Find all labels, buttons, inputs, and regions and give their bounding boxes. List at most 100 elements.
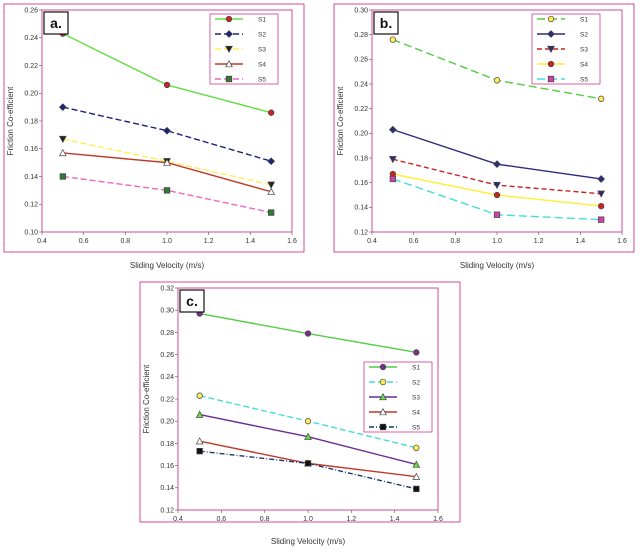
- legend-box: [531, 13, 601, 85]
- legend-label: S3: [258, 46, 266, 53]
- data-point: [547, 45, 555, 54]
- x-tick-label: 0.6: [409, 238, 419, 245]
- data-point: [267, 187, 276, 195]
- legend-item: S1: [537, 15, 588, 23]
- data-point: [195, 410, 204, 418]
- x-tick-label: 1.2: [204, 238, 214, 245]
- series-s5: [196, 448, 420, 493]
- data-point: [304, 460, 312, 467]
- x-tick-label: 0.8: [120, 238, 130, 245]
- data-point: [389, 36, 396, 43]
- legend-item: S2: [369, 378, 420, 386]
- data-point: [195, 437, 204, 445]
- legend-label: S2: [412, 379, 420, 386]
- y-tick-label: 0.22: [160, 396, 174, 403]
- x-tick-label: 1.4: [245, 238, 255, 245]
- panel-label: a.: [50, 15, 62, 31]
- data-point: [598, 202, 605, 210]
- y-tick-label: 0.14: [160, 485, 174, 492]
- series-line: [199, 450, 417, 490]
- x-tick-label: 0.4: [367, 238, 377, 245]
- y-axis-title: Friction Co-efficient: [142, 364, 151, 434]
- legend-item: S3: [537, 45, 588, 54]
- data-point: [547, 15, 555, 23]
- legend-item: S4: [215, 59, 266, 68]
- y-tick-label: 0.18: [354, 155, 368, 162]
- data-point: [58, 148, 67, 157]
- data-point: [267, 157, 276, 166]
- legend-item: S4: [537, 60, 588, 68]
- data-point: [163, 158, 171, 166]
- data-point: [196, 392, 203, 399]
- legend-box: [209, 13, 279, 85]
- legend-label: S4: [258, 61, 266, 68]
- data-point: [412, 472, 421, 480]
- data-point: [163, 187, 171, 194]
- chart-panel-a: 0.10 0.12 0.14 0.16 0.18 0.20 0.22 0.24 0.26 0.4 0…: [3, 3, 305, 270]
- legend-label: S2: [580, 31, 588, 38]
- data-point: [379, 407, 387, 416]
- x-tick-label: 1.4: [575, 238, 585, 245]
- y-tick-label: 0.30: [354, 7, 368, 14]
- y-tick-label: 0.16: [24, 146, 38, 153]
- legend-label: S1: [580, 16, 588, 23]
- y-tick-label: 0.14: [24, 174, 38, 181]
- legend-label: S5: [580, 76, 588, 83]
- panel-label-box: [179, 289, 205, 313]
- y-axis-title: Friction Co-efficient: [336, 86, 345, 156]
- legend-label: S2: [258, 31, 266, 38]
- data-point: [268, 109, 275, 116]
- data-point: [493, 77, 501, 84]
- data-point: [493, 181, 501, 190]
- y-tick-label: 0.18: [24, 118, 38, 125]
- legend-label: S3: [412, 394, 420, 401]
- data-point: [267, 181, 276, 189]
- panel-label: b.: [380, 15, 392, 31]
- data-point: [225, 15, 233, 23]
- data-point: [379, 423, 387, 431]
- data-point: [598, 95, 605, 102]
- y-tick-label: 0.24: [354, 81, 368, 88]
- legend-item: S3: [215, 45, 266, 54]
- data-point: [225, 45, 233, 54]
- data-point: [413, 349, 420, 356]
- data-point: [225, 59, 233, 68]
- data-point: [389, 175, 396, 183]
- y-tick-label: 0.22: [354, 106, 368, 113]
- x-tick-label: 0.8: [260, 516, 270, 523]
- x-tick-label: 0.6: [216, 516, 226, 523]
- data-point: [547, 75, 555, 83]
- data-point: [412, 460, 421, 468]
- data-point: [413, 485, 420, 493]
- y-tick-label: 0.26: [160, 352, 174, 359]
- x-tick-label: 0.6: [79, 238, 89, 245]
- y-tick-label: 0.26: [354, 57, 368, 64]
- x-tick-label: 1.0: [162, 238, 172, 245]
- data-point: [58, 135, 67, 144]
- chart-panel-c: 0.12 0.14 0.16 0.18 0.20 0.22 0.24 0.26 0.28 0.30…: [139, 281, 461, 546]
- data-point: [388, 156, 397, 164]
- x-tick-label: 1.2: [534, 238, 544, 245]
- y-tick-label: 0.26: [24, 7, 38, 14]
- legend-label: S4: [580, 61, 588, 68]
- y-tick-label: 0.28: [160, 330, 174, 337]
- legend-label: S5: [258, 76, 266, 83]
- y-tick-label: 0.18: [160, 441, 174, 448]
- data-point: [163, 81, 171, 89]
- data-point: [225, 75, 233, 83]
- series-s3: [195, 410, 421, 468]
- x-tick-label: 1.0: [303, 516, 313, 523]
- data-point: [196, 448, 203, 455]
- x-axis-title: Sliding Velocity (m/s): [460, 261, 535, 270]
- legend-item: S3: [369, 392, 420, 401]
- y-axis-title: Friction Co-efficient: [6, 86, 15, 156]
- x-tick-label: 0.4: [173, 516, 183, 523]
- data-point: [268, 209, 275, 216]
- y-tick-label: 0.24: [160, 374, 174, 381]
- x-tick-label: 0.4: [37, 238, 47, 245]
- y-tick-label: 0.16: [354, 180, 368, 187]
- data-point: [59, 173, 66, 180]
- legend-label: S4: [412, 409, 420, 416]
- chart-panel-b: 0.12 0.14 0.16 0.18 0.20 0.22 0.24 0.26 0.28 0.30…: [333, 3, 635, 270]
